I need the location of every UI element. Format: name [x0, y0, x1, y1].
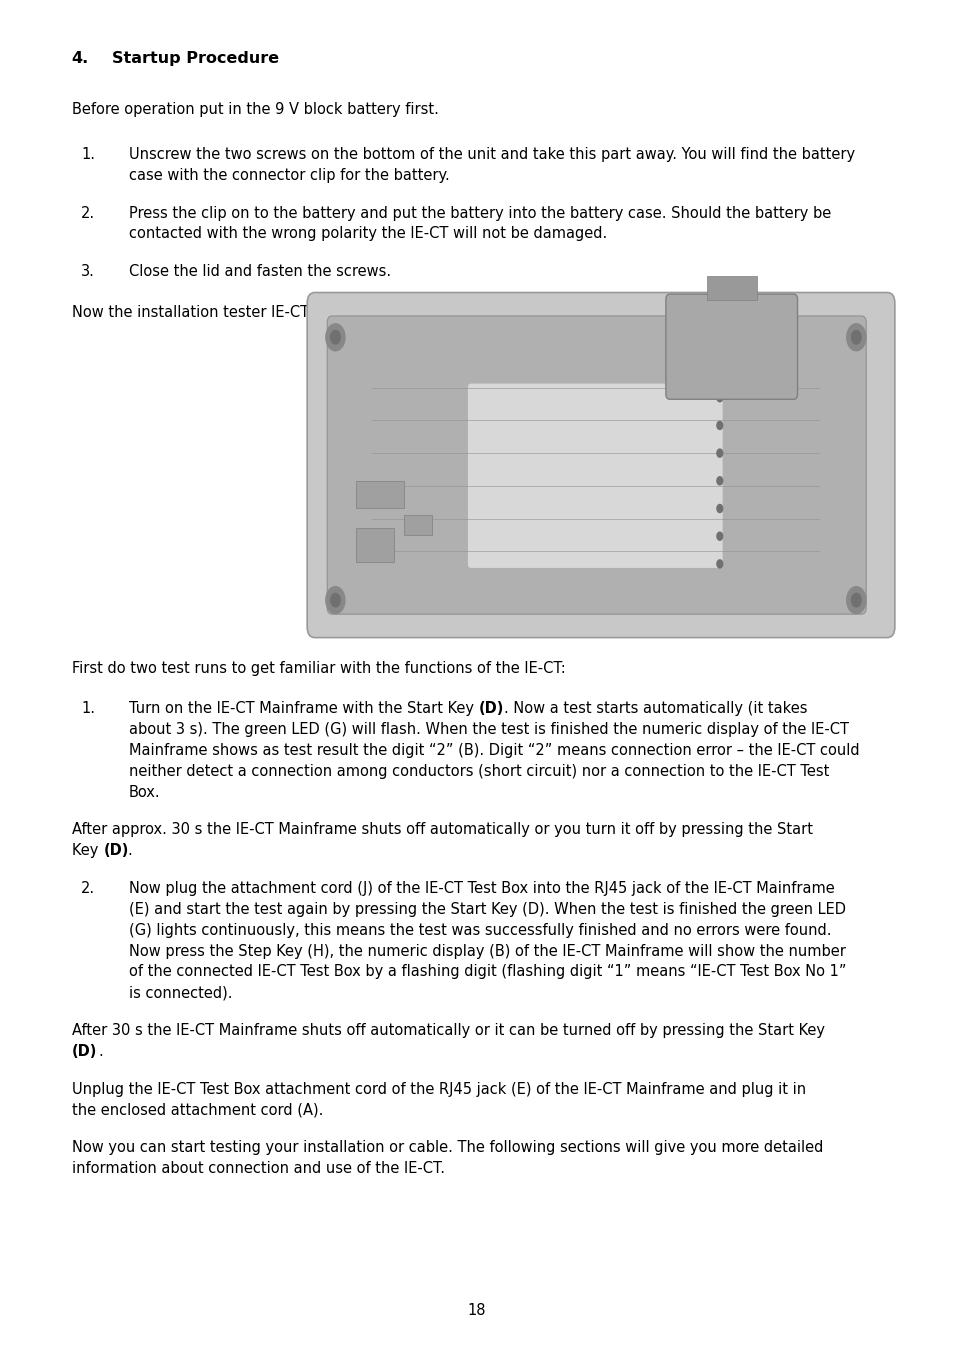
Text: Before operation put in the 9 V block battery first.: Before operation put in the 9 V block ba…	[71, 102, 438, 117]
Text: Startup Procedure: Startup Procedure	[112, 51, 278, 66]
Text: about 3 s). The green LED (G) will flash. When the test is finished the numeric : about 3 s). The green LED (G) will flash…	[129, 723, 848, 737]
Text: Mainframe shows as test result the digit “2” (B). Digit “2” means connection err: Mainframe shows as test result the digit…	[129, 743, 859, 758]
Text: Now the installation tester IE-CT is ready for use!: Now the installation tester IE-CT is rea…	[71, 305, 433, 319]
Text: (G) lights continuously, this means the test was successfully finished and no er: (G) lights continuously, this means the …	[129, 923, 830, 938]
Text: 3.: 3.	[81, 264, 95, 279]
Text: Unplug the IE-CT Test Box attachment cord of the RJ45 jack (E) of the IE-CT Main: Unplug the IE-CT Test Box attachment cor…	[71, 1082, 805, 1097]
Circle shape	[717, 422, 721, 430]
Circle shape	[331, 330, 340, 344]
Circle shape	[717, 532, 721, 541]
Text: the enclosed attachment cord (A).: the enclosed attachment cord (A).	[71, 1103, 322, 1117]
Text: contacted with the wrong polarity the IE-CT will not be damaged.: contacted with the wrong polarity the IE…	[129, 226, 606, 241]
Text: Now you can start testing your installation or cable. The following sections wil: Now you can start testing your installat…	[71, 1140, 822, 1155]
Text: of the connected IE-CT Test Box by a flashing digit (flashing digit “1” means “I: of the connected IE-CT Test Box by a fla…	[129, 965, 845, 980]
Circle shape	[717, 394, 721, 402]
Text: neither detect a connection among conductors (short circuit) nor a connection to: neither detect a connection among conduc…	[129, 763, 828, 779]
Circle shape	[717, 559, 721, 568]
FancyBboxPatch shape	[468, 384, 722, 568]
Text: 2.: 2.	[81, 882, 95, 896]
Text: is connected).: is connected).	[129, 985, 232, 1000]
Text: Key: Key	[71, 844, 102, 859]
Text: case with the connector clip for the battery.: case with the connector clip for the bat…	[129, 167, 449, 183]
Text: 1.: 1.	[81, 147, 95, 162]
Text: First do two test runs to get familiar with the functions of the IE-CT:: First do two test runs to get familiar w…	[71, 661, 565, 675]
Text: Turn on the IE-CT Mainframe with the Start Key: Turn on the IE-CT Mainframe with the Sta…	[129, 701, 477, 716]
Text: . Now a test starts automatically (it takes: . Now a test starts automatically (it ta…	[503, 701, 806, 716]
FancyBboxPatch shape	[307, 293, 894, 638]
Text: (D): (D)	[477, 701, 503, 716]
Bar	[706, 276, 756, 299]
Circle shape	[331, 593, 340, 607]
Text: Now press the Step Key (H), the numeric display (B) of the IE-CT Mainframe will : Now press the Step Key (H), the numeric …	[129, 944, 844, 958]
Text: 2.: 2.	[81, 206, 95, 221]
Text: After 30 s the IE-CT Mainframe shuts off automatically or it can be turned off b: After 30 s the IE-CT Mainframe shuts off…	[71, 1023, 823, 1038]
Circle shape	[326, 324, 345, 350]
FancyBboxPatch shape	[327, 315, 865, 615]
Circle shape	[326, 586, 345, 613]
Text: Press the clip on to the battery and put the battery into the battery case. Shou: Press the clip on to the battery and put…	[129, 206, 830, 221]
Text: (D): (D)	[104, 844, 130, 859]
Circle shape	[717, 449, 721, 457]
Text: Now plug the attachment cord (J) of the IE-CT Test Box into the RJ45 jack of the: Now plug the attachment cord (J) of the …	[129, 882, 834, 896]
Circle shape	[717, 504, 721, 512]
Circle shape	[851, 330, 861, 344]
Bar	[355, 481, 403, 508]
Text: Box.: Box.	[129, 785, 160, 799]
Bar	[355, 528, 394, 562]
Circle shape	[846, 324, 865, 350]
FancyBboxPatch shape	[665, 294, 797, 399]
Text: information about connection and use of the IE-CT.: information about connection and use of …	[71, 1162, 444, 1177]
Circle shape	[851, 593, 861, 607]
Text: (D): (D)	[71, 1045, 97, 1060]
Circle shape	[846, 586, 865, 613]
Text: 18: 18	[467, 1304, 486, 1318]
Text: Close the lid and fasten the screws.: Close the lid and fasten the screws.	[129, 264, 391, 279]
Text: 4.: 4.	[71, 51, 89, 66]
Circle shape	[717, 365, 721, 373]
Text: .: .	[98, 1045, 103, 1060]
Text: 1.: 1.	[81, 701, 95, 716]
Bar	[403, 515, 432, 535]
Text: Unscrew the two screws on the bottom of the unit and take this part away. You wi: Unscrew the two screws on the bottom of …	[129, 147, 854, 162]
Circle shape	[717, 477, 721, 485]
Text: .: .	[128, 844, 132, 859]
Text: (E) and start the test again by pressing the Start Key (D). When the test is fin: (E) and start the test again by pressing…	[129, 902, 845, 917]
Text: After approx. 30 s the IE-CT Mainframe shuts off automatically or you turn it of: After approx. 30 s the IE-CT Mainframe s…	[71, 822, 812, 837]
